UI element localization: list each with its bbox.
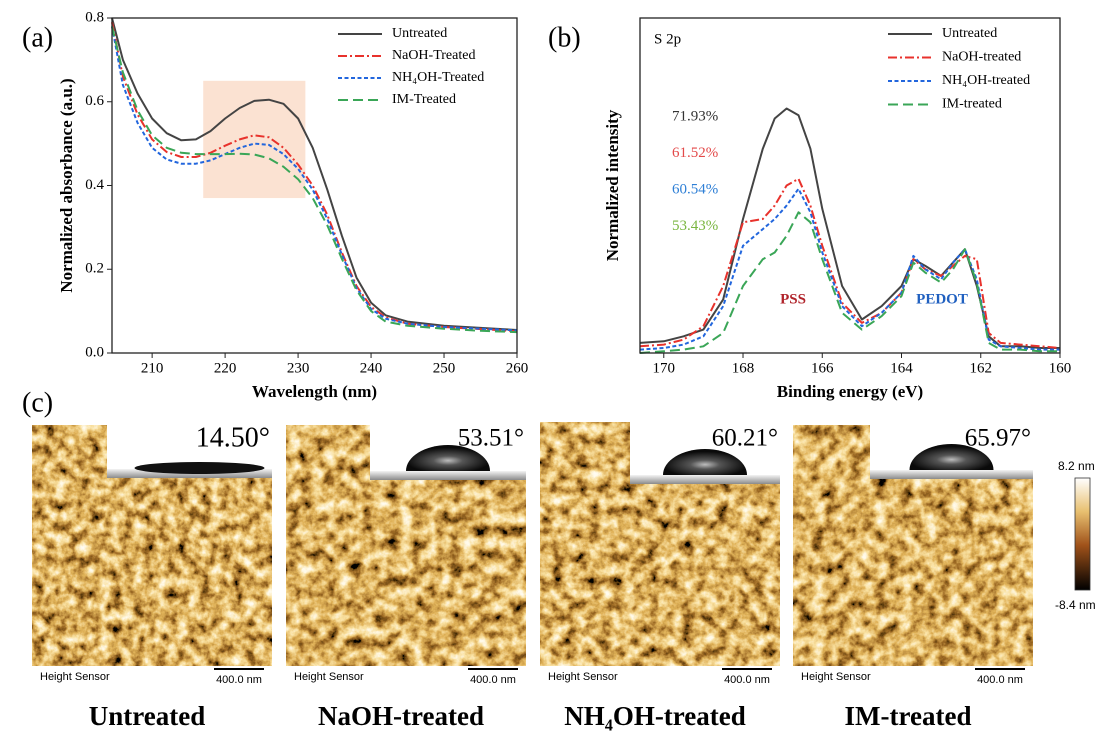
droplet xyxy=(909,444,994,470)
annotation: 61.52% xyxy=(672,145,718,161)
panel-label: (a) xyxy=(22,22,53,53)
peak-label: PSS xyxy=(780,291,806,307)
x-tick-label: 220 xyxy=(214,360,237,376)
legend-label: NaOH-Treated xyxy=(392,48,475,63)
colorbar-min: -8.4 nm xyxy=(1055,598,1096,612)
colorbar-max: 8.2 nm xyxy=(1058,459,1095,473)
sample-caption: NH₄OH-treated xyxy=(564,701,746,731)
series-line xyxy=(111,26,518,332)
scale-bar-label: 400.0 nm xyxy=(977,674,1023,686)
contact-angle: 53.51° xyxy=(458,425,524,452)
y-axis-label: Normalized intensity xyxy=(603,109,622,261)
scale-bar-label: 400.0 nm xyxy=(216,674,262,686)
legend-label: IM-treated xyxy=(942,97,1002,112)
legend-label: NH₄OH-Treated xyxy=(392,70,484,85)
sample-caption: NaOH-treated xyxy=(318,701,484,731)
y-axis-label: Normalized absorbance (a.u.) xyxy=(57,78,76,292)
x-tick-label: 166 xyxy=(811,360,834,376)
y-tick-label: 0.8 xyxy=(85,9,104,25)
series-line xyxy=(639,211,1060,354)
sensor-label: Height Sensor xyxy=(548,671,618,683)
droplet xyxy=(406,445,490,471)
sample-caption: Untreated xyxy=(89,701,205,731)
x-tick-label: 230 xyxy=(287,360,310,376)
annotation: 53.43% xyxy=(672,218,718,234)
x-tick-label: 168 xyxy=(732,360,755,376)
x-tick-label: 162 xyxy=(970,360,993,376)
series-line xyxy=(111,26,518,334)
legend-label: NaOH-treated xyxy=(942,50,1021,65)
plot-frame xyxy=(111,17,518,354)
x-tick-label: 160 xyxy=(1049,360,1072,376)
scale-bar-label: 400.0 nm xyxy=(724,674,770,686)
x-tick-label: 250 xyxy=(433,360,456,376)
substrate-strip xyxy=(630,475,780,484)
plot-frame xyxy=(639,17,1061,354)
series-line xyxy=(111,22,518,333)
legend-label: Untreated xyxy=(392,26,447,41)
x-axis-label: Binding energy (eV) xyxy=(777,382,923,401)
annotation: 71.93% xyxy=(672,108,718,124)
x-tick-label: 240 xyxy=(360,360,383,376)
series-line xyxy=(639,177,1061,349)
sensor-label: Height Sensor xyxy=(801,671,871,683)
y-tick-label: 0.4 xyxy=(85,177,104,193)
series-line xyxy=(111,17,518,331)
y-tick-label: 0.0 xyxy=(85,344,104,360)
colorbar xyxy=(1074,477,1091,591)
scale-bar-label: 400.0 nm xyxy=(470,674,516,686)
legend-label: NH₄OH-treated xyxy=(942,73,1030,88)
x-tick-label: 170 xyxy=(653,360,676,376)
legend-label: Untreated xyxy=(942,26,997,41)
contact-angle: 60.21° xyxy=(712,425,778,452)
sensor-label: Height Sensor xyxy=(294,671,364,683)
panel-label: (c) xyxy=(22,387,53,418)
legend-label: IM-Treated xyxy=(392,92,456,107)
substrate-strip xyxy=(370,471,526,480)
substrate-strip xyxy=(870,470,1033,479)
sample-caption: IM-treated xyxy=(845,701,972,731)
x-tick-label: 210 xyxy=(141,360,164,376)
droplet xyxy=(663,449,747,475)
y-tick-label: 0.6 xyxy=(85,93,104,109)
highlight-region xyxy=(203,80,306,199)
peak-label: PEDOT xyxy=(916,291,968,307)
sensor-label: Height Sensor xyxy=(40,671,110,683)
x-tick-label: 164 xyxy=(890,360,913,376)
x-tick-label: 260 xyxy=(506,360,529,376)
y-tick-label: 0.2 xyxy=(85,261,104,277)
droplet xyxy=(134,462,265,474)
annotation: 60.54% xyxy=(672,181,718,197)
chart-title: S 2p xyxy=(654,31,681,47)
contact-angle: 65.97° xyxy=(965,425,1031,452)
contact-angle: 14.50° xyxy=(196,422,270,453)
x-axis-label: Wavelength (nm) xyxy=(252,382,377,401)
panel-label: (b) xyxy=(548,22,581,53)
